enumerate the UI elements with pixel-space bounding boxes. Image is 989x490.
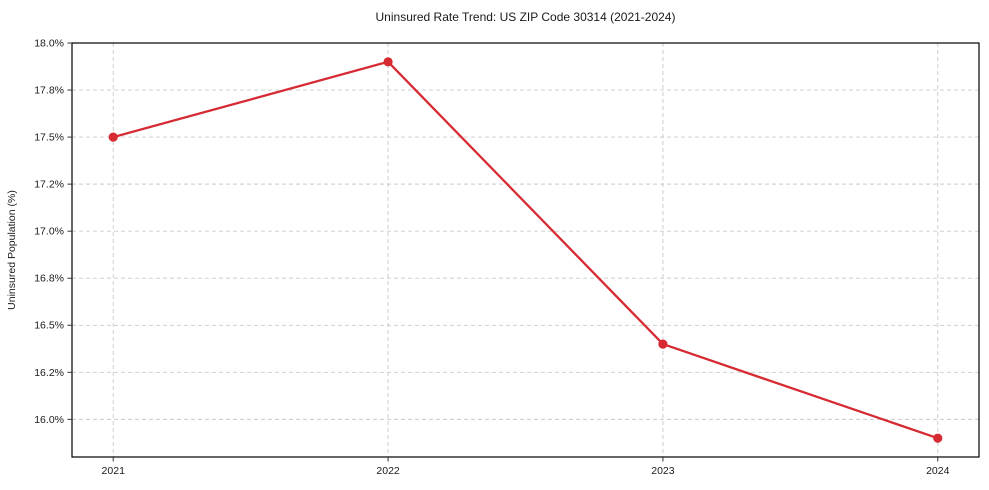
- y-tick-label: 17.0%: [34, 226, 64, 238]
- x-tick-label: 2022: [376, 465, 400, 477]
- chart-title: Uninsured Rate Trend: US ZIP Code 30314 …: [376, 10, 676, 24]
- data-point: [108, 132, 118, 142]
- plot-border: [71, 42, 980, 458]
- y-tick-label: 18.0%: [34, 37, 64, 49]
- y-tick-label: 17.5%: [34, 132, 64, 144]
- y-tick-label: 16.2%: [34, 367, 64, 379]
- y-tick-label: 16.8%: [34, 273, 64, 285]
- y-tick-label: 16.5%: [34, 320, 64, 332]
- data-point: [933, 433, 943, 443]
- y-tick-label: 16.0%: [34, 414, 64, 426]
- trend-line: [112, 60, 939, 440]
- tick-marks: [67, 42, 939, 462]
- gridlines: [72, 42, 979, 457]
- x-tick-label: 2023: [651, 465, 675, 477]
- axes-frame: [71, 42, 980, 458]
- data-point: [658, 339, 668, 349]
- line-series: [108, 57, 943, 443]
- y-axis-label: Uninsured Population (%): [6, 190, 18, 310]
- data-point: [383, 57, 393, 67]
- y-tick-label: 17.8%: [34, 85, 64, 97]
- x-tick-label: 2024: [926, 465, 950, 477]
- tick-labels: 16.0% 16.2% 16.5% 16.8% 17.0% 17.2% 17.5% 17.8%…: [34, 37, 949, 477]
- x-tick-label: 2021: [102, 465, 126, 477]
- y-tick-label: 17.2%: [34, 179, 64, 191]
